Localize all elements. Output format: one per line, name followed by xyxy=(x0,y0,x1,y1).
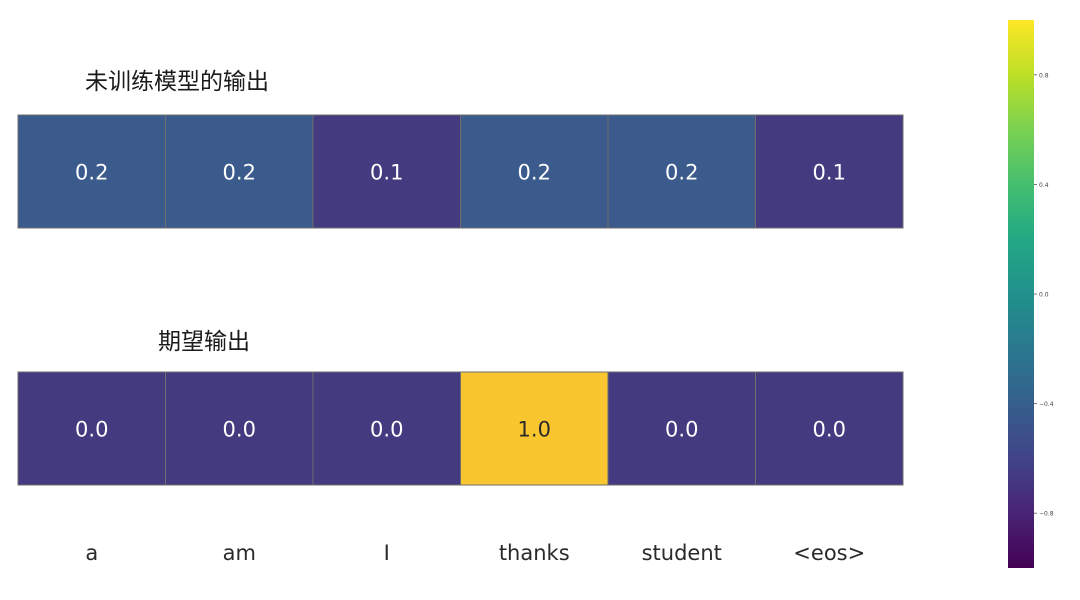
heatmap-cell xyxy=(607,371,756,486)
colorbar-tick-label: 0.8 xyxy=(1039,72,1049,79)
category-label: am xyxy=(223,541,256,565)
heatmap-cell xyxy=(312,114,461,229)
category-label: <eos> xyxy=(793,541,865,565)
heatmap-cell xyxy=(312,371,461,486)
cell-value-label: 0.0 xyxy=(370,418,403,442)
heatmap-row: 0.0 0.0 0.0 1.0 0.0 0.0 xyxy=(17,371,904,486)
colorbar-tick-label: 0.0 xyxy=(1039,292,1049,299)
heatmap-cell xyxy=(607,114,756,229)
cell-value-label: 0.2 xyxy=(665,161,698,185)
category-label: thanks xyxy=(499,541,570,565)
category-label: I xyxy=(384,541,390,565)
colorbar-tick-label: −0.8 xyxy=(1039,511,1054,518)
heatmap-cell xyxy=(460,371,609,486)
heatmap-cell xyxy=(460,114,609,229)
heatmap-cell xyxy=(165,371,314,486)
colorbar-tick-label: 0.4 xyxy=(1039,182,1049,189)
cell-value-label: 0.0 xyxy=(813,418,846,442)
category-label: a xyxy=(85,541,98,565)
heatmap-cell xyxy=(755,371,904,486)
heatmap-cell xyxy=(17,371,166,486)
colorbar: 0.8 0.4 0.0 −0.4 −0.8 xyxy=(1008,20,1054,568)
row-title-untrained-output: 未训练模型的输出 xyxy=(85,69,269,95)
row-title-expected-output: 期望输出 xyxy=(158,329,250,355)
heatmap-cell xyxy=(17,114,166,229)
cell-value-label: 0.2 xyxy=(223,161,256,185)
heatmap-rows: 0.2 0.2 0.1 0.2 0.2 0.1 0.0 0.0 0.0 1.0 0.0 0.0 xyxy=(17,114,904,486)
colorbar-gradient xyxy=(1008,20,1034,568)
cell-value-label: 0.2 xyxy=(75,161,108,185)
cell-value-label: 0.0 xyxy=(75,418,108,442)
cell-value-label: 0.1 xyxy=(813,161,846,185)
heatmap-cell xyxy=(755,114,904,229)
colorbar-tick-label: −0.4 xyxy=(1039,401,1054,408)
cell-value-label: 0.2 xyxy=(518,161,551,185)
cell-value-label: 0.1 xyxy=(370,161,403,185)
heatmap-row: 0.2 0.2 0.1 0.2 0.2 0.1 xyxy=(17,114,904,229)
cell-value-label: 0.0 xyxy=(223,418,256,442)
cell-value-label: 1.0 xyxy=(518,418,551,442)
category-label: student xyxy=(642,541,722,565)
cell-value-label: 0.0 xyxy=(665,418,698,442)
